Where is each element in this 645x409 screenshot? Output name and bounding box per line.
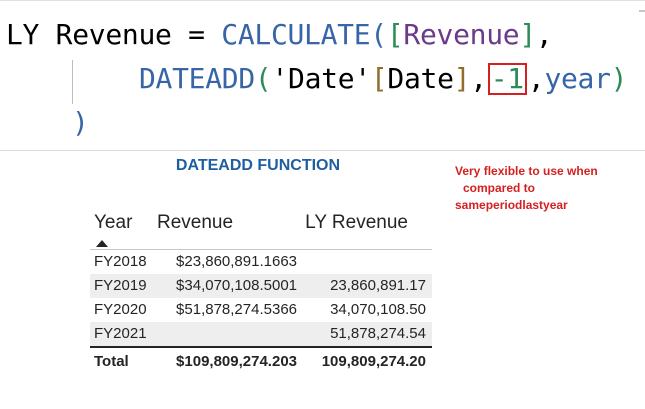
cell-revenue: $34,070,108.5001	[176, 277, 297, 294]
table-row[interactable]: FY2018 $23,860,891.1663	[90, 250, 432, 274]
measure-ref-open-bracket: [	[386, 18, 404, 51]
measure-name: LY Revenue	[6, 18, 172, 51]
cell-year: FY2019	[94, 277, 147, 294]
comma: ,	[527, 62, 545, 95]
column-open-bracket: [	[370, 62, 388, 95]
comma: ,	[535, 18, 553, 51]
annotation-line-3: sameperiodlastyear	[455, 198, 568, 212]
dax-formula-editor[interactable]: LY Revenue = CALCULATE([Revenue], DATEAD…	[0, 0, 645, 151]
dateadd-function: DATEADD	[139, 62, 255, 95]
comma: ,	[470, 62, 487, 95]
annotation-note: Very flexible to use when compared to sa…	[455, 163, 625, 214]
calculate-function: CALCULATE	[221, 18, 371, 51]
indent-guide	[72, 60, 73, 104]
code-line-1: LY Revenue = CALCULATE([Revenue],	[6, 18, 553, 52]
close-paren: )	[610, 62, 628, 95]
cell-year: FY2018	[94, 253, 147, 270]
measure-ref-close-bracket: ]	[519, 18, 536, 51]
code-line-3: )	[72, 106, 89, 140]
editor-top-border	[0, 0, 645, 7]
total-label: Total	[94, 353, 129, 370]
open-paren: (	[254, 62, 272, 95]
cell-ly-revenue: 23,860,891.17	[330, 277, 426, 294]
cell-ly-revenue: 51,878,274.54	[330, 325, 426, 342]
offset-value: -1	[490, 62, 524, 95]
visual-title: DATEADD FUNCTION	[175, 157, 341, 174]
header-year[interactable]: Year	[94, 212, 133, 233]
editor-scroll-marker[interactable]	[639, 10, 645, 12]
table-row[interactable]: FY2020 $51,878,274.5366 34,070,108.50	[90, 298, 432, 322]
measure-reference: Revenue	[403, 18, 520, 51]
table-row[interactable]: FY2019 $34,070,108.5001 23,860,891.17	[90, 274, 432, 298]
interval-keyword: year	[544, 62, 611, 95]
table-header: Year Revenue LY Revenue	[90, 205, 432, 250]
sort-ascending-icon[interactable]	[96, 240, 108, 247]
cell-revenue: $51,878,274.5366	[176, 301, 297, 318]
column-close-bracket: ]	[453, 62, 471, 95]
equals-operator: =	[171, 18, 222, 51]
code-line-2: DATEADD('Date'[Date], -1 ,year)	[139, 62, 628, 96]
cell-revenue: $23,860,891.1663	[176, 253, 297, 270]
cell-year: FY2020	[94, 301, 147, 318]
header-ly-revenue[interactable]: LY Revenue	[305, 212, 408, 233]
open-paren: (	[370, 18, 387, 51]
close-paren: )	[72, 106, 89, 139]
total-revenue: $109,809,274.203	[176, 353, 297, 370]
header-revenue[interactable]: Revenue	[157, 212, 234, 233]
total-ly-revenue: 109,809,274.20	[321, 353, 426, 370]
offset-highlight-box: -1	[487, 62, 527, 95]
revenue-table[interactable]: Year Revenue LY Revenue FY2018 $23,860,8…	[90, 205, 432, 376]
table-total-row[interactable]: Total $109,809,274.203 109,809,274.20	[90, 346, 432, 376]
annotation-line-1: Very flexible to use when	[455, 164, 598, 178]
column-name: Date	[387, 62, 454, 95]
cell-ly-revenue: 34,070,108.50	[330, 301, 426, 318]
annotation-line-2: compared to	[463, 181, 536, 195]
table-name: 'Date'	[271, 62, 371, 95]
cell-year: FY2021	[94, 325, 147, 342]
table-row[interactable]: FY2021 51,878,274.54	[90, 322, 432, 346]
